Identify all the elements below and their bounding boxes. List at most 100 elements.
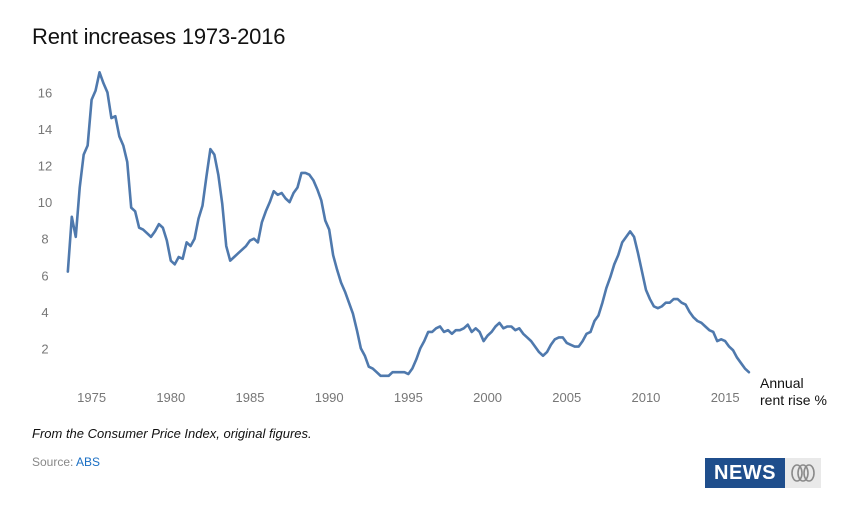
data-point[interactable] <box>405 371 411 377</box>
data-point[interactable] <box>326 227 332 233</box>
data-point[interactable] <box>477 329 483 335</box>
data-point[interactable] <box>588 329 594 335</box>
data-point[interactable] <box>362 353 368 359</box>
data-point[interactable] <box>481 338 487 344</box>
data-point[interactable] <box>192 236 198 242</box>
news-logo[interactable]: NEWS <box>705 458 821 488</box>
data-point[interactable] <box>560 334 566 340</box>
data-point[interactable] <box>104 89 110 95</box>
data-point[interactable] <box>263 208 269 214</box>
data-point[interactable] <box>532 344 538 350</box>
data-point[interactable] <box>196 216 202 222</box>
data-point[interactable] <box>207 146 213 152</box>
source-link[interactable]: ABS <box>76 455 101 469</box>
data-point[interactable] <box>267 199 273 205</box>
data-point[interactable] <box>746 369 752 375</box>
data-point[interactable] <box>223 243 229 249</box>
data-point[interactable] <box>437 323 443 329</box>
data-point[interactable] <box>310 177 316 183</box>
data-point[interactable] <box>595 313 601 319</box>
data-point[interactable] <box>611 261 617 267</box>
data-point[interactable] <box>73 234 79 240</box>
data-point[interactable] <box>607 274 613 280</box>
data-point[interactable] <box>243 243 249 249</box>
data-point[interactable] <box>489 329 495 335</box>
data-point[interactable] <box>417 345 423 351</box>
data-point[interactable] <box>124 159 130 165</box>
data-point[interactable] <box>738 360 744 366</box>
data-point[interactable] <box>631 234 637 240</box>
data-point[interactable] <box>413 356 419 362</box>
data-point[interactable] <box>215 172 221 178</box>
data-point[interactable] <box>120 142 126 148</box>
data-point[interactable] <box>687 309 693 315</box>
data-point[interactable] <box>635 250 641 256</box>
data-point[interactable] <box>591 318 597 324</box>
data-point[interactable] <box>199 203 205 209</box>
data-point[interactable] <box>279 190 285 196</box>
data-point[interactable] <box>322 217 328 223</box>
data-point[interactable] <box>255 239 261 245</box>
data-point[interactable] <box>734 355 740 361</box>
data-point[interactable] <box>421 338 427 344</box>
data-point[interactable] <box>164 238 170 244</box>
data-point[interactable] <box>334 267 340 273</box>
data-point[interactable] <box>259 219 265 225</box>
data-point[interactable] <box>77 185 83 191</box>
data-point[interactable] <box>350 311 356 317</box>
data-point[interactable] <box>516 325 522 331</box>
data-point[interactable] <box>722 338 728 344</box>
data-point[interactable] <box>160 225 166 231</box>
data-point[interactable] <box>639 269 645 275</box>
data-point[interactable] <box>358 345 364 351</box>
data-point[interactable] <box>627 228 633 234</box>
data-point[interactable] <box>100 80 106 86</box>
data-point[interactable] <box>342 289 348 295</box>
data-point[interactable] <box>580 338 586 344</box>
data-point[interactable] <box>180 256 186 262</box>
data-point[interactable] <box>203 174 209 180</box>
data-point[interactable] <box>496 320 502 326</box>
data-point[interactable] <box>219 201 225 207</box>
data-point[interactable] <box>97 69 103 75</box>
data-point[interactable] <box>85 142 91 148</box>
data-point[interactable] <box>354 327 360 333</box>
data-point[interactable] <box>295 185 301 191</box>
data-point[interactable] <box>548 342 554 348</box>
data-point[interactable] <box>603 285 609 291</box>
data-point[interactable] <box>152 228 158 234</box>
data-point[interactable] <box>211 152 217 158</box>
data-point[interactable] <box>65 269 71 275</box>
data-point[interactable] <box>112 113 118 119</box>
data-point[interactable] <box>619 239 625 245</box>
data-point[interactable] <box>318 197 324 203</box>
data-point[interactable] <box>346 300 352 306</box>
data-point[interactable] <box>188 243 194 249</box>
data-point[interactable] <box>643 287 649 293</box>
data-point[interactable] <box>599 300 605 306</box>
data-point[interactable] <box>291 190 297 196</box>
data-point[interactable] <box>132 208 138 214</box>
data-point[interactable] <box>172 261 178 267</box>
data-point[interactable] <box>314 186 320 192</box>
data-point[interactable] <box>287 199 293 205</box>
data-point[interactable] <box>615 252 621 258</box>
data-point[interactable] <box>465 322 471 328</box>
data-point[interactable] <box>576 344 582 350</box>
data-point[interactable] <box>93 88 99 94</box>
data-point[interactable] <box>647 296 653 302</box>
data-point[interactable] <box>306 172 312 178</box>
data-point[interactable] <box>69 214 75 220</box>
data-point[interactable] <box>710 329 716 335</box>
data-point[interactable] <box>338 280 344 286</box>
data-point[interactable] <box>116 133 122 139</box>
data-point[interactable] <box>623 234 629 240</box>
data-point[interactable] <box>89 97 95 103</box>
data-point[interactable] <box>528 338 534 344</box>
data-point[interactable] <box>148 234 154 240</box>
data-point[interactable] <box>409 366 415 372</box>
data-point[interactable] <box>544 349 550 355</box>
data-point[interactable] <box>81 152 87 158</box>
data-point[interactable] <box>683 302 689 308</box>
data-point[interactable] <box>330 252 336 258</box>
